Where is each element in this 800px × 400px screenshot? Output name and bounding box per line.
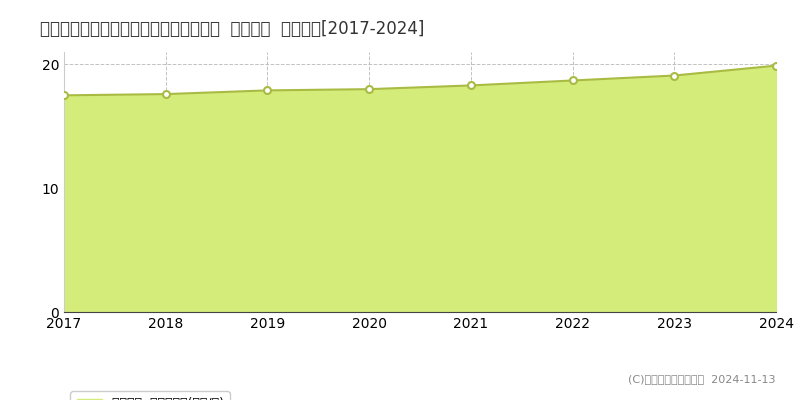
Text: (C)土地価格ドットコム  2024-11-13: (C)土地価格ドットコム 2024-11-13 — [629, 374, 776, 384]
Legend: 公示地価  平均坪単価(万円/坪): 公示地価 平均坪単価(万円/坪) — [70, 391, 230, 400]
Text: 栃木県宇都宮市ゆいの杜４丁目２番２外  公示地価  地価推移[2017-2024]: 栃木県宇都宮市ゆいの杜４丁目２番２外 公示地価 地価推移[2017-2024] — [40, 20, 424, 38]
